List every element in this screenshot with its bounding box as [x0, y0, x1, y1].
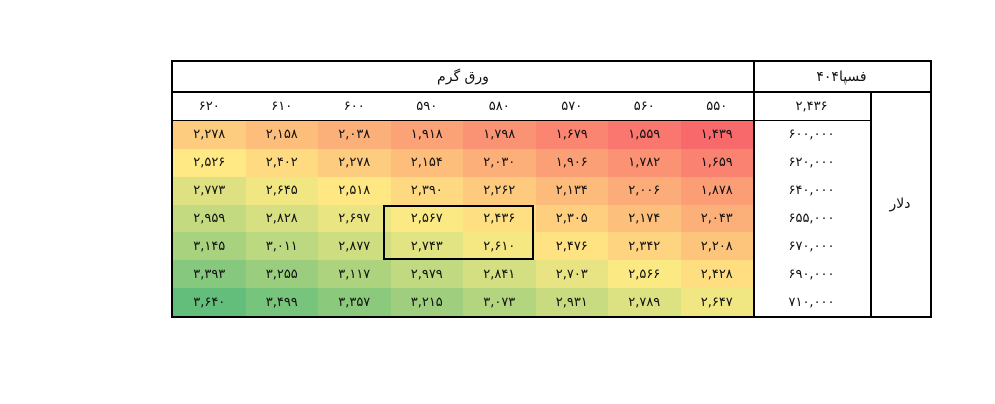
heatmap-cell: ۲,۹۷۹	[390, 260, 463, 289]
heatmap-cell: ۲,۳۹۰	[390, 176, 463, 205]
x-tick-label: ۵۷۰	[561, 98, 583, 114]
heatmap-cell: ۲,۴۲۸	[680, 260, 753, 289]
heatmap-cell: ۲,۵۲۶	[173, 148, 246, 177]
heatmap-cell: ۲,۵۱۸	[318, 176, 391, 205]
heatmap-cell: ۱,۶۷۹	[535, 121, 608, 149]
heatmap-cell: ۳,۰۷۳	[463, 288, 536, 316]
y-tick-label: ۶۵۵,۰۰۰	[788, 210, 835, 226]
heatmap-cell: ۳,۴۹۹	[245, 288, 318, 316]
y-tick-label: ۶۴۰,۰۰۰	[788, 183, 835, 199]
x-tick-label: ۵۸۰	[488, 98, 510, 114]
header-divider	[173, 91, 930, 93]
heatmap-cell: ۱,۵۵۹	[608, 121, 681, 149]
x-tick-label: ۵۹۰	[416, 98, 438, 114]
heatmap-cell: ۱,۷۸۲	[608, 148, 681, 177]
heatmap-cell: ۲,۷۰۳	[535, 260, 608, 289]
heatmap-cell: ۲,۴۳۶	[463, 204, 536, 233]
y-tick-label: ۶۲۰,۰۰۰	[788, 155, 835, 171]
heatmap-cell: ۱,۷۹۸	[463, 121, 536, 149]
heatmap-cell: ۲,۳۰۵	[535, 204, 608, 233]
heatmap-cell: ۲,۶۴۷	[680, 288, 753, 316]
heatmap-cell: ۱,۹۰۶	[535, 148, 608, 177]
heatmap-cell: ۲,۷۷۳	[173, 176, 246, 205]
y-tick-label: ۶۷۰,۰۰۰	[788, 238, 835, 254]
heatmap-cell: ۲,۲۷۸	[318, 148, 391, 177]
heatmap-cell: ۳,۰۱۱	[245, 232, 318, 261]
heatmap-cell: ۲,۲۰۸	[680, 232, 753, 261]
heatmap-cell: ۳,۱۴۵	[173, 232, 246, 261]
heatmap-cell: ۲,۹۳۱	[535, 288, 608, 316]
heatmap-cell: ۳,۳۹۳	[173, 260, 246, 289]
heat-divider	[753, 62, 755, 316]
y-tick-label: ۶۰۰,۰۰۰	[788, 127, 835, 143]
heatmap-cell: ۲,۱۵۴	[390, 148, 463, 177]
heatmap-cell: ۲,۶۱۰	[463, 232, 536, 261]
heatmap-x-title: ورق گرم	[437, 68, 489, 85]
heatmap-cell: ۱,۹۱۸	[390, 121, 463, 149]
heatmap-cell: ۲,۳۴۲	[608, 232, 681, 261]
x-tick-label: ۶۰۰	[343, 98, 365, 114]
subheader-divider	[173, 120, 870, 121]
heatmap-cell: ۲,۷۸۹	[608, 288, 681, 316]
heatmap-cell: ۲,۷۴۳	[390, 232, 463, 261]
side-divider	[870, 91, 872, 316]
heatmap-cell: ۱,۴۳۹	[680, 121, 753, 149]
heatmap-cell: ۳,۱۱۷	[318, 260, 391, 289]
heatmap-cell: ۲,۱۷۴	[608, 204, 681, 233]
x-tick-label: ۵۶۰	[633, 98, 655, 114]
heatmap-cell: ۲,۸۲۸	[245, 204, 318, 233]
sensitivity-table: ورق گرم فسپا۴۰۴ ۶۲۰ ۶۱۰ ۶۰۰ ۵۹۰ ۵۸۰ ۵۷۰ ۵۶۰ ۵۵۰ ۲,…	[171, 60, 932, 318]
heatmap-cell: ۲,۸۴۱	[463, 260, 536, 289]
heatmap-cell: ۲,۴۰۲	[245, 148, 318, 177]
heatmap-cell: ۳,۲۱۵	[390, 288, 463, 316]
x-tick-label: ۶۱۰	[271, 98, 293, 114]
x-tick-label: ۵۵۰	[706, 98, 728, 114]
y-tick-label: ۷۱۰,۰۰۰	[788, 294, 835, 310]
heatmap-corner-title: فسپا۴۰۴	[816, 68, 867, 85]
heatmap-cell: ۳,۶۴۰	[173, 288, 246, 316]
heatmap-cell: ۲,۰۰۶	[608, 176, 681, 205]
heatmap-cell: ۳,۳۵۷	[318, 288, 391, 316]
heatmap-cell: ۲,۵۶۷	[390, 204, 463, 233]
heatmap-cell: ۲,۱۵۸	[245, 121, 318, 149]
heatmap-cell: ۲,۱۳۴	[535, 176, 608, 205]
heatmap-cell: ۱,۸۷۸	[680, 176, 753, 205]
heatmap-cell: ۲,۲۷۸	[173, 121, 246, 149]
heatmap-cell: ۲,۵۶۶	[608, 260, 681, 289]
heatmap-cell: ۲,۸۷۷	[318, 232, 391, 261]
y-tick-label: ۶۹۰,۰۰۰	[788, 266, 835, 282]
heatmap-y-title: دلار	[889, 195, 911, 212]
heatmap-cell: ۲,۲۶۲	[463, 176, 536, 205]
heatmap-cell: ۲,۶۹۷	[318, 204, 391, 233]
heatmap-cell: ۲,۴۷۶	[535, 232, 608, 261]
heatmap-cell: ۲,۰۴۳	[680, 204, 753, 233]
heatmap-cell: ۲,۰۳۸	[318, 121, 391, 149]
heatmap-cell: ۲,۹۵۹	[173, 204, 246, 233]
heatmap-cell: ۲,۰۳۰	[463, 148, 536, 177]
heatmap-cell: ۲,۶۴۵	[245, 176, 318, 205]
x-tick-label: ۶۲۰	[198, 98, 220, 114]
heatmap-cell: ۱,۶۵۹	[680, 148, 753, 177]
corner-value: ۲,۴۳۶	[795, 98, 828, 114]
heatmap-cell: ۳,۲۵۵	[245, 260, 318, 289]
